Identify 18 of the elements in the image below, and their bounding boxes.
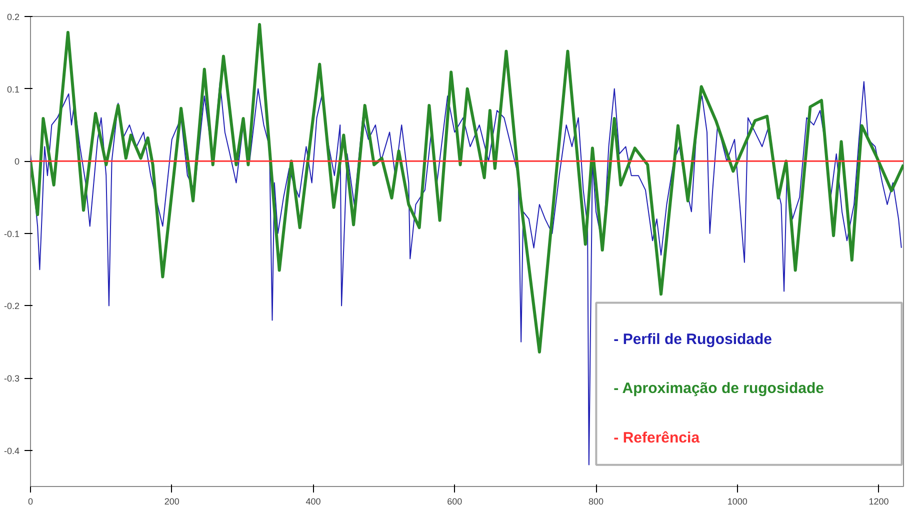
y-tick-label: -0.4	[4, 446, 20, 456]
text: - Aproximação de rugosidade	[614, 380, 824, 398]
y-tick-label: 0.2	[6, 12, 20, 22]
line-series	[30, 22, 904, 354]
ref-line-label: - Referência	[614, 429, 700, 446]
y-tick-label: -0.3	[4, 374, 20, 384]
y-tick-label: -0.1	[4, 228, 20, 239]
y-tick-label: 0	[14, 156, 20, 167]
series-label: - Perfil de Rugosidade	[614, 331, 772, 348]
x-tick-label: 0	[28, 496, 34, 506]
y-tick-label: 0.1	[6, 84, 20, 94]
y-tick-label: -0.2	[4, 301, 20, 312]
x-tick-label: 400	[306, 496, 321, 506]
x-tick-label: 200	[164, 496, 180, 506]
x-tick-label: 800	[588, 496, 604, 506]
x-tick-label: 1200	[868, 496, 889, 506]
x-tick-label: 1000	[727, 496, 748, 506]
x-tick-label: 600	[447, 496, 462, 506]
